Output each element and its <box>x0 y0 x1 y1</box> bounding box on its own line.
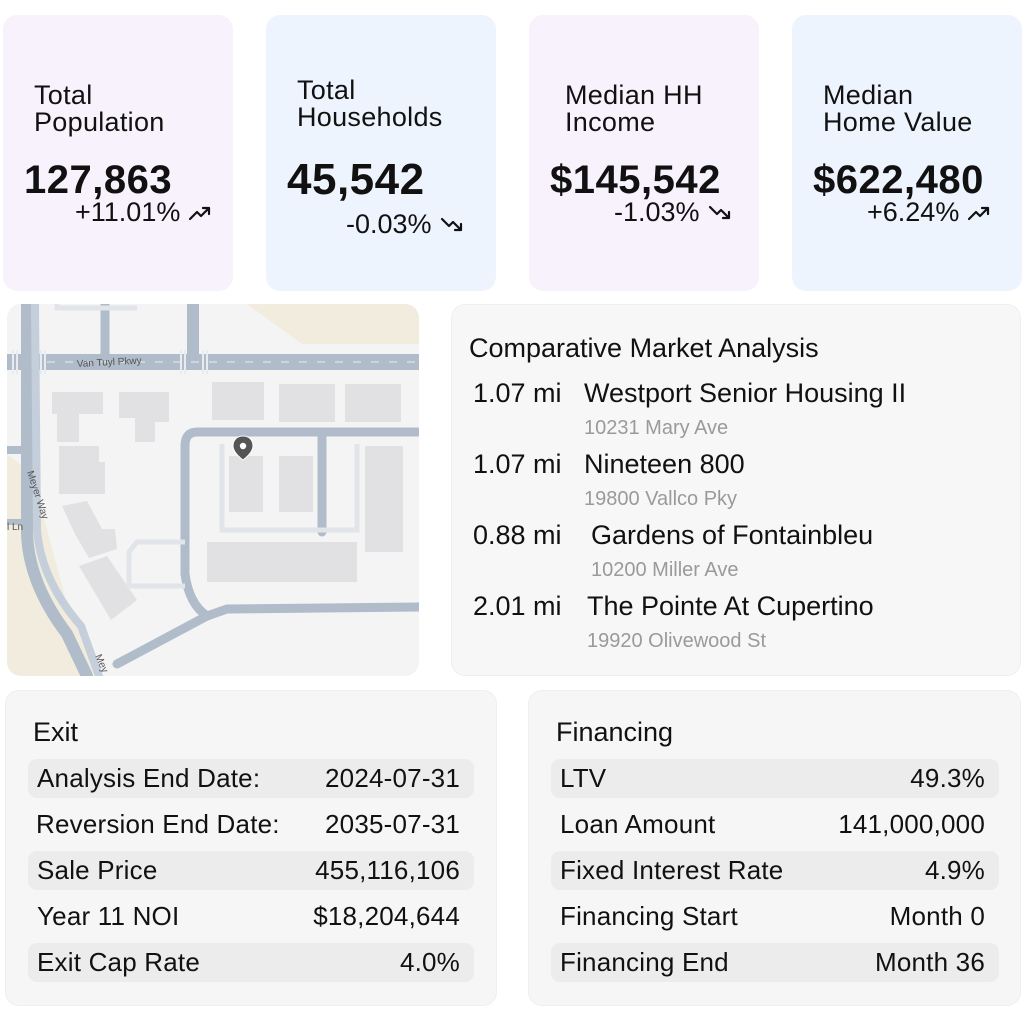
stat-card-median-hh-income: Median HH Income $145,542 -1.03% <box>529 15 759 291</box>
trend-up-icon <box>967 201 991 225</box>
cma-distance: 0.88 mi <box>473 520 562 551</box>
row-label: Financing End <box>560 947 729 978</box>
row-label: Year 11 NOI <box>37 901 179 932</box>
exit-row-sale-price: Sale Price 455,116,106 <box>28 851 474 890</box>
row-label: Reversion End Date: <box>36 809 280 840</box>
stat-change-text: +11.01% <box>75 197 180 228</box>
row-value: 4.9% <box>925 855 985 886</box>
financing-panel: Financing LTV 49.3% Loan Amount 141,000,… <box>528 690 1021 1006</box>
cma-name: Westport Senior Housing II <box>584 378 906 409</box>
financing-row-fixed-interest-rate: Fixed Interest Rate 4.9% <box>551 851 999 890</box>
map-view[interactable]: Van Tuyl Pkwy Meyer Way l Ln Mey <box>7 304 419 676</box>
cma-address: 19800 Vallco Pky <box>584 488 737 511</box>
stat-change: -1.03% <box>614 197 732 228</box>
financing-title: Financing <box>556 717 673 748</box>
stat-change-text: -0.03% <box>346 209 432 240</box>
cma-address: 19920 Olivewood St <box>587 630 766 653</box>
cma-name: The Pointe At Cupertino <box>587 591 874 622</box>
financing-row-financing-end: Financing End Month 36 <box>551 943 999 982</box>
trend-up-icon <box>188 201 212 225</box>
row-label: Fixed Interest Rate <box>560 855 783 886</box>
stat-value: 45,542 <box>287 155 425 205</box>
row-value: 141,000,000 <box>838 809 985 840</box>
stat-title: Median HH Income <box>565 82 703 136</box>
financing-row-loan-amount: Loan Amount 141,000,000 <box>551 805 999 844</box>
cma-name: Gardens of Fontainbleu <box>591 520 873 551</box>
stat-card-median-home-value: Median Home Value $622,480 +6.24% <box>792 15 1022 291</box>
stat-change-text: -1.03% <box>614 197 700 228</box>
cma-name: Nineteen 800 <box>584 449 745 480</box>
trend-down-icon <box>708 201 732 225</box>
row-value: Month 36 <box>875 947 985 978</box>
row-value: 2024-07-31 <box>325 763 460 794</box>
stat-change: +11.01% <box>75 197 212 228</box>
row-value: 49.3% <box>910 763 985 794</box>
cma-distance: 1.07 mi <box>473 449 562 480</box>
stat-card-total-population: Total Population 127,863 +11.01% <box>3 15 233 291</box>
row-label: Exit Cap Rate <box>37 947 200 978</box>
row-label: LTV <box>560 763 606 794</box>
row-label: Financing Start <box>560 901 738 932</box>
row-value: 2035-07-31 <box>325 809 460 840</box>
row-value: 4.0% <box>400 947 460 978</box>
cma-distance: 2.01 mi <box>473 591 562 622</box>
comparative-market-analysis-panel: Comparative Market Analysis 1.07 mi West… <box>451 304 1021 676</box>
row-label: Loan Amount <box>560 809 715 840</box>
financing-row-financing-start: Financing Start Month 0 <box>551 897 999 936</box>
exit-panel: Exit Analysis End Date: 2024-07-31 Rever… <box>5 690 497 1006</box>
cma-distance: 1.07 mi <box>473 378 562 409</box>
row-label: Analysis End Date: <box>37 763 260 794</box>
stat-title: Median Home Value <box>823 82 973 136</box>
trend-down-icon <box>440 213 464 237</box>
row-value: Month 0 <box>890 901 985 932</box>
exit-row-year-11-noi: Year 11 NOI $18,204,644 <box>28 897 474 936</box>
exit-row-analysis-end-date: Analysis End Date: 2024-07-31 <box>28 759 474 798</box>
cma-address: 10231 Mary Ave <box>584 417 728 440</box>
stat-change-text: +6.24% <box>867 197 959 228</box>
exit-title: Exit <box>33 717 78 748</box>
row-label: Sale Price <box>37 855 158 886</box>
cma-title: Comparative Market Analysis <box>469 333 819 364</box>
stat-title: Total Population <box>34 82 165 136</box>
row-value: 455,116,106 <box>315 855 460 886</box>
financing-row-ltv: LTV 49.3% <box>551 759 999 798</box>
row-value: $18,204,644 <box>313 901 460 932</box>
stat-title: Total Households <box>297 77 443 131</box>
stat-change: +6.24% <box>867 197 991 228</box>
map-canvas: Van Tuyl Pkwy Meyer Way l Ln Mey <box>7 304 419 676</box>
exit-row-reversion-end-date: Reversion End Date: 2035-07-31 <box>28 805 474 844</box>
street-label-ln: l Ln <box>7 522 23 533</box>
stat-change: -0.03% <box>346 209 464 240</box>
exit-row-exit-cap-rate: Exit Cap Rate 4.0% <box>28 943 474 982</box>
stat-card-total-households: Total Households 45,542 -0.03% <box>266 15 496 291</box>
cma-address: 10200 Miller Ave <box>591 559 739 582</box>
